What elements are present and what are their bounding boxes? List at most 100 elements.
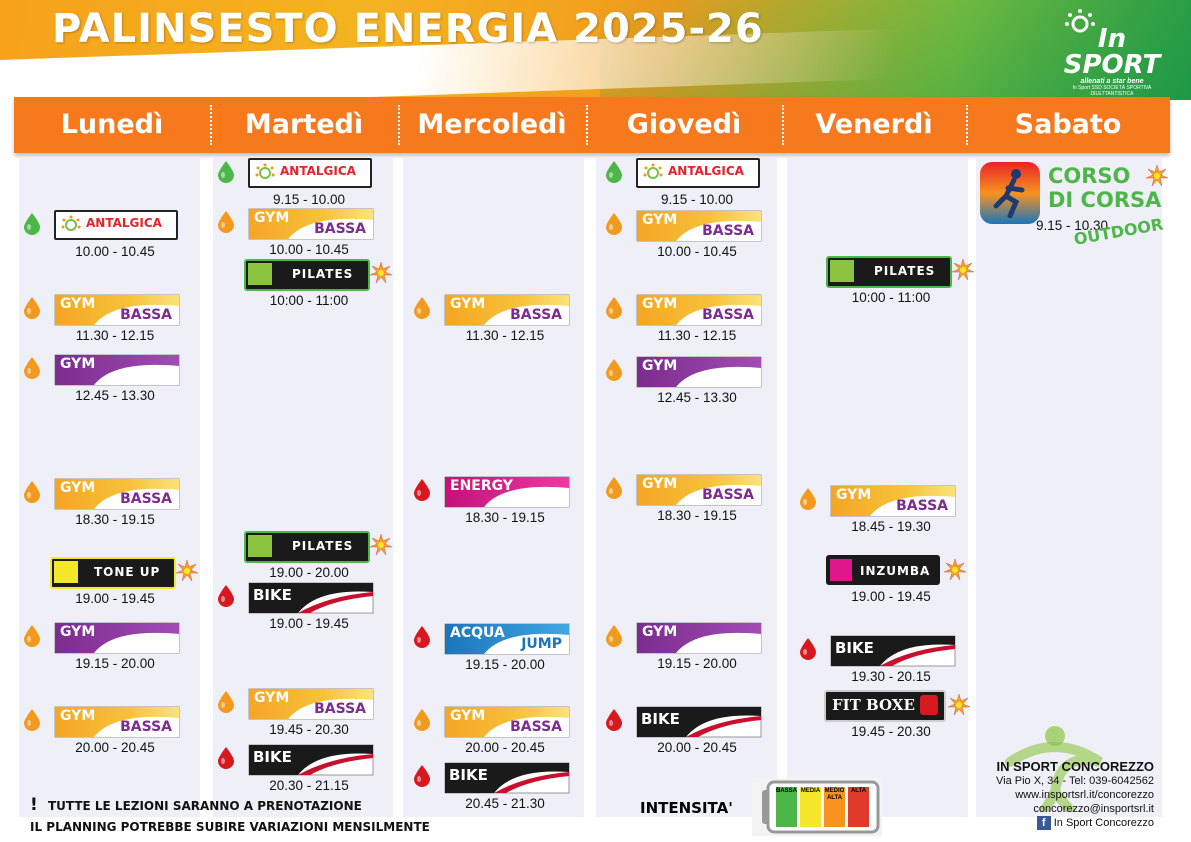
- class-level: BASSA: [702, 487, 754, 503]
- class-name: TONE UP: [94, 565, 161, 579]
- class-time: 18.30 - 19.15: [75, 512, 155, 527]
- contact-facebook[interactable]: f In Sport Concorezzo: [964, 816, 1154, 831]
- intensity-drop-icon: [218, 211, 234, 233]
- class-badge: GYM BASSA: [636, 210, 762, 242]
- class-badge: BIKE: [636, 706, 762, 738]
- class-name: ANTALGICA: [668, 164, 744, 178]
- class-time: 20.30 - 21.15: [269, 778, 349, 793]
- level-alta-bar: [848, 787, 869, 827]
- contact-address: Via Pio X, 34 - Tel: 039-6042562: [996, 775, 1154, 787]
- intensity-drop-icon: [24, 297, 40, 319]
- battery-icon: [752, 778, 882, 836]
- class-entry: CORSO DI CORSA 9.15 - 10.30 OUTDOOR: [978, 160, 1174, 270]
- class-badge: INZUMBA: [826, 555, 978, 585]
- class-name: ANTALGICA: [86, 216, 162, 230]
- class-badge: ANTALGICA: [54, 210, 178, 240]
- class-time: 12.45 - 13.30: [75, 388, 155, 403]
- class-time: 19.15 - 20.00: [75, 656, 155, 671]
- class-name: GYM: [60, 708, 96, 724]
- class-time: 18.45 - 19.30: [851, 519, 931, 534]
- pilates-figure-icon: [830, 260, 854, 282]
- day-separator: [782, 105, 784, 145]
- class-time: 19.45 - 20.30: [269, 722, 349, 737]
- intensity-drop-icon: [606, 709, 622, 731]
- class-name: GYM: [60, 624, 96, 640]
- intensity-drop-icon: [414, 709, 430, 731]
- class-entry: BIKE 20.45 - 21.30: [414, 762, 584, 814]
- class-level: BASSA: [702, 223, 754, 239]
- warning-mark: !: [30, 795, 38, 815]
- class-badge: GYM BASSA: [444, 706, 570, 738]
- class-time: 11.30 - 12.15: [657, 328, 737, 343]
- day-lunedi: Lunedì: [60, 109, 164, 140]
- class-badge: ANTALGICA: [248, 158, 372, 188]
- class-name: GYM: [836, 487, 872, 503]
- class-entry: PILATES 10:00 - 11:00: [800, 256, 975, 308]
- level-alta-label: ALTA: [850, 788, 867, 794]
- class-time: 19.30 - 20.15: [851, 669, 931, 684]
- class-level: BASSA: [120, 307, 172, 323]
- class-badge: GYM BASSA: [636, 294, 762, 326]
- class-time: 12.45 - 13.30: [657, 390, 737, 405]
- level-medioalta-label: MEDIO ALTA: [824, 788, 845, 801]
- class-name: GYM: [60, 480, 96, 496]
- class-level: BASSA: [314, 701, 366, 717]
- new-star-icon: [175, 559, 199, 582]
- class-level: BASSA: [702, 307, 754, 323]
- day-mercoledi: Mercoledì: [417, 109, 567, 140]
- class-entry: GYM BASSA 20.00 - 20.45: [414, 706, 584, 758]
- class-badge: PILATES: [244, 259, 396, 291]
- class-time: 20.00 - 20.45: [657, 740, 737, 755]
- level-bassa-label: BASSA: [776, 788, 798, 794]
- class-badge: TONE UP: [50, 557, 202, 589]
- class-name: ANTALGICA: [280, 164, 356, 178]
- class-time: 19.00 - 20.00: [269, 565, 349, 580]
- class-name: PILATES: [292, 267, 354, 281]
- class-name: GYM: [642, 624, 678, 640]
- class-badge: GYM ALTA: [636, 356, 762, 388]
- intensity-drop-icon: [800, 488, 816, 510]
- intensity-drop-icon: [606, 359, 622, 381]
- class-entry: GYM BASSA 11.30 - 12.15: [24, 294, 194, 346]
- intensity-drop-icon: [606, 625, 622, 647]
- class-time: 19.15 - 20.00: [657, 656, 737, 671]
- class-entry: ACQUA JUMP 19.15 - 20.00: [414, 623, 584, 675]
- intensity-drop-icon: [606, 297, 622, 319]
- intensity-label: INTENSITA': [640, 799, 733, 817]
- class-name: FIT BOXE: [832, 696, 915, 714]
- class-entry: BIKE 20.30 - 21.15: [218, 744, 388, 796]
- day-giovedi: Giovedì: [626, 109, 742, 140]
- contact-email[interactable]: concorezzo@insportsrl.it: [1033, 803, 1154, 815]
- class-entry: GYM BASSA 18.30 - 19.15: [606, 474, 776, 526]
- class-badge: GYM BASSA: [248, 208, 374, 240]
- new-star-icon: [1145, 164, 1169, 187]
- contact-website[interactable]: www.insportsrl.it/concorezzo: [1015, 789, 1154, 801]
- class-badge: BIKE: [248, 582, 374, 614]
- logo-brand-text: In SPORT: [1063, 24, 1161, 80]
- boxing-glove-icon: [920, 695, 938, 715]
- day-venerdi: Venerdì: [815, 109, 933, 140]
- class-entry: BIKE 19.30 - 20.15: [800, 635, 970, 687]
- day-separator: [210, 105, 212, 145]
- booking-note: ! TUTTE LE LEZIONI SARANNO A PRENOTAZION…: [30, 795, 362, 815]
- intensity-drop-icon: [24, 625, 40, 647]
- class-time: 9.15 - 10.30: [1036, 218, 1109, 233]
- facebook-icon: f: [1036, 816, 1051, 831]
- class-badge: GYM ALTA: [54, 622, 180, 654]
- class-entry: GYM BASSA 10.00 - 10.45: [218, 208, 388, 260]
- class-time: 9.15 - 10.00: [272, 192, 346, 207]
- class-entry: ANTALGICA 9.15 - 10.00: [218, 158, 388, 210]
- class-time: 19.45 - 20.30: [851, 724, 931, 739]
- class-level: MIX: [532, 489, 562, 505]
- sun-logo-icon: [1065, 9, 1095, 33]
- class-name: PILATES: [292, 539, 354, 553]
- class-time: 9.15 - 10.00: [660, 192, 734, 207]
- class-level: ALTA: [135, 367, 172, 383]
- class-level: BASSA: [120, 491, 172, 507]
- intensity-drop-icon: [218, 161, 234, 183]
- contact-name: IN SPORT CONCOREZZO: [996, 759, 1154, 774]
- class-time: 10.00 - 10.45: [75, 244, 155, 259]
- intensity-drop-icon: [24, 357, 40, 379]
- class-level: BASSA: [510, 719, 562, 735]
- class-badge: GYM BASSA: [54, 478, 180, 510]
